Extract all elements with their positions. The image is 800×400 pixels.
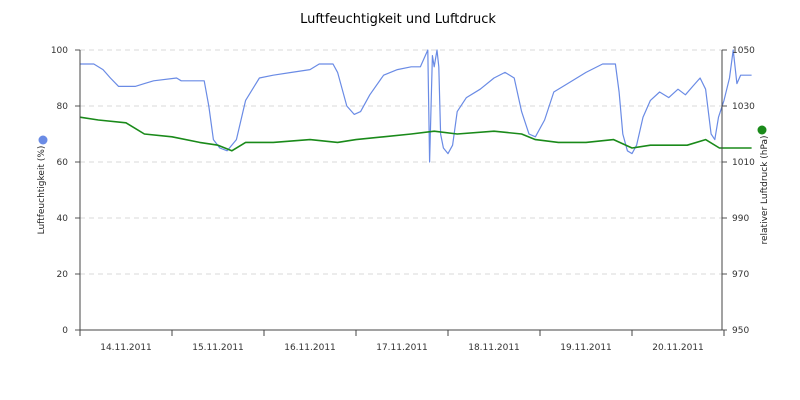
- left-tick-label: 60: [57, 158, 69, 168]
- grid: [80, 49, 722, 275]
- left-tick-label: 0: [62, 326, 68, 336]
- left-tick-label: 40: [57, 214, 69, 224]
- axes: [75, 49, 727, 336]
- x-tick-label: 15.11.2011: [192, 343, 244, 353]
- left-series-legend-dot: [38, 135, 48, 145]
- humidity-series-line: [80, 49, 752, 163]
- x-tick-label: 19.11.2011: [560, 343, 612, 353]
- pressure-series-line: [79, 116, 752, 152]
- right-axis-title: relativer Luftdruck (hPa): [760, 135, 770, 244]
- left-tick-label: 100: [51, 46, 68, 56]
- x-tick-label: 20.11.2011: [652, 343, 704, 353]
- x-tick-label: 17.11.2011: [376, 343, 428, 353]
- x-tick-label: 16.11.2011: [284, 343, 336, 353]
- left-axis-title: Luftfeuchtigkeit (%): [37, 146, 47, 235]
- x-tick-label: 14.11.2011: [100, 343, 152, 353]
- right-tick-label: 1050: [732, 46, 755, 56]
- right-tick-label: 970: [732, 270, 749, 280]
- right-tick-label: 990: [732, 214, 749, 224]
- x-tick-label: 18.11.2011: [468, 343, 520, 353]
- axis-labels: 0 20 40 60 80 100 950 970 990 1010 1030 1050 14.11.2…: [51, 46, 755, 353]
- right-tick-label: 950: [732, 326, 749, 336]
- chart-title: Luftfeuchtigkeit und Luftdruck: [300, 12, 496, 27]
- right-tick-label: 1010: [732, 158, 755, 168]
- series-layer: [79, 49, 752, 163]
- right-tick-label: 1030: [732, 102, 755, 112]
- left-tick-label: 20: [57, 270, 69, 280]
- left-tick-label: 80: [57, 102, 69, 112]
- right-series-legend-dot: [757, 125, 767, 135]
